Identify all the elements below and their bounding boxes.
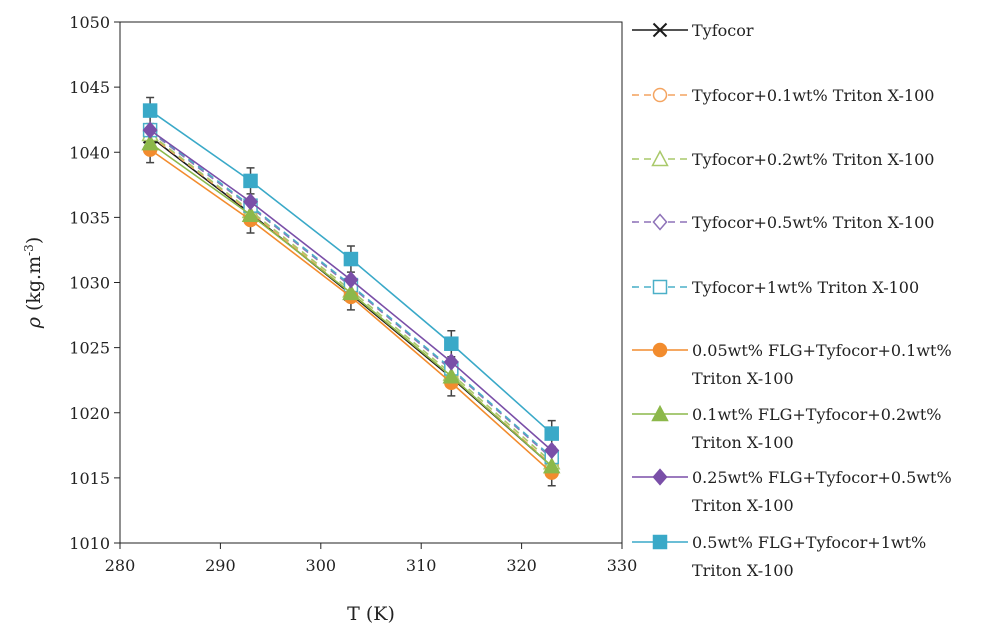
series-line-5 bbox=[149, 148, 553, 474]
legend-label: Tyfocor bbox=[692, 21, 754, 40]
x-tick-label: 300 bbox=[306, 556, 337, 575]
legend-label: Tyfocor+0.1wt% Triton X-100 bbox=[692, 86, 934, 105]
legend-label: 0.1wt% FLG+Tyfocor+0.2wt% bbox=[692, 405, 941, 424]
legend-label: Tyfocor+1wt% Triton X-100 bbox=[692, 278, 919, 297]
legend-marker-5 bbox=[652, 342, 668, 358]
legend-marker-6 bbox=[651, 404, 669, 422]
legend-label: Triton X-100 bbox=[692, 561, 794, 580]
data-point bbox=[442, 367, 461, 384]
legend-marker-3 bbox=[652, 213, 668, 231]
legend-label: 0.25wt% FLG+Tyfocor+0.5wt% bbox=[692, 468, 952, 487]
legend-label: 0.05wt% FLG+Tyfocor+0.1wt% bbox=[692, 341, 952, 360]
legend-marker-1 bbox=[652, 87, 668, 103]
legend-marker-7 bbox=[652, 468, 668, 486]
y-axis-unit: (kg.m bbox=[23, 256, 45, 311]
legend-label: Triton X-100 bbox=[692, 496, 794, 515]
data-point bbox=[342, 283, 360, 301]
y-tick-label: 1035 bbox=[69, 208, 110, 227]
x-tick-label: 290 bbox=[205, 556, 236, 575]
data-point bbox=[241, 205, 260, 223]
y-tick-label: 1025 bbox=[69, 339, 110, 358]
legend: Tyfocor Tyfocor+0.1wt% Triton X-100 Tyfoco… bbox=[632, 21, 952, 580]
x-axis-title: T (K) bbox=[347, 603, 395, 625]
x-tick-label: 280 bbox=[105, 556, 136, 575]
y-tick-label: 1040 bbox=[69, 143, 110, 162]
y-tick-label: 1020 bbox=[69, 404, 110, 423]
legend-label: Tyfocor+0.2wt% Triton X-100 bbox=[692, 150, 934, 169]
legend-label: 0.5wt% FLG+Tyfocor+1wt% bbox=[692, 533, 926, 552]
data-point bbox=[343, 251, 359, 267]
y-tick-label: 1050 bbox=[69, 13, 110, 32]
data-point bbox=[542, 457, 561, 474]
legend-marker-0 bbox=[652, 22, 668, 38]
y-axis-exponent: -3 bbox=[22, 244, 36, 256]
plot-area: 280 290 300 310 320 330 1010 1015 1020 1025 1030 10… bbox=[22, 13, 637, 625]
legend-label: Tyfocor+0.5wt% Triton X-100 bbox=[692, 213, 934, 232]
data-point bbox=[444, 336, 459, 351]
data-point bbox=[243, 193, 259, 211]
data-point bbox=[142, 121, 158, 139]
y-axis-close: ) bbox=[23, 237, 45, 244]
x-tick-label: 330 bbox=[607, 556, 638, 575]
legend-marker-8 bbox=[652, 534, 668, 550]
x-tick-label: 310 bbox=[406, 556, 437, 575]
data-point bbox=[443, 353, 459, 371]
data-point bbox=[243, 173, 258, 189]
y-tick-label: 1030 bbox=[69, 274, 110, 293]
legend-label: Triton X-100 bbox=[692, 433, 794, 452]
y-axis-title: ρ (kg.m-3) bbox=[22, 237, 45, 330]
data-point bbox=[544, 426, 559, 441]
data-point bbox=[544, 441, 560, 460]
data-point bbox=[142, 103, 158, 118]
legend-marker-4 bbox=[652, 279, 668, 295]
y-axis-symbol: ρ bbox=[23, 311, 45, 329]
legend-marker-2 bbox=[651, 149, 669, 167]
data-point bbox=[141, 134, 159, 151]
y-tick-label: 1010 bbox=[69, 534, 110, 553]
data-point bbox=[343, 271, 359, 289]
legend-label: Triton X-100 bbox=[692, 369, 794, 388]
x-tick-label: 320 bbox=[506, 556, 537, 575]
y-tick-label: 1015 bbox=[69, 469, 110, 488]
y-tick-label: 1045 bbox=[69, 78, 110, 97]
